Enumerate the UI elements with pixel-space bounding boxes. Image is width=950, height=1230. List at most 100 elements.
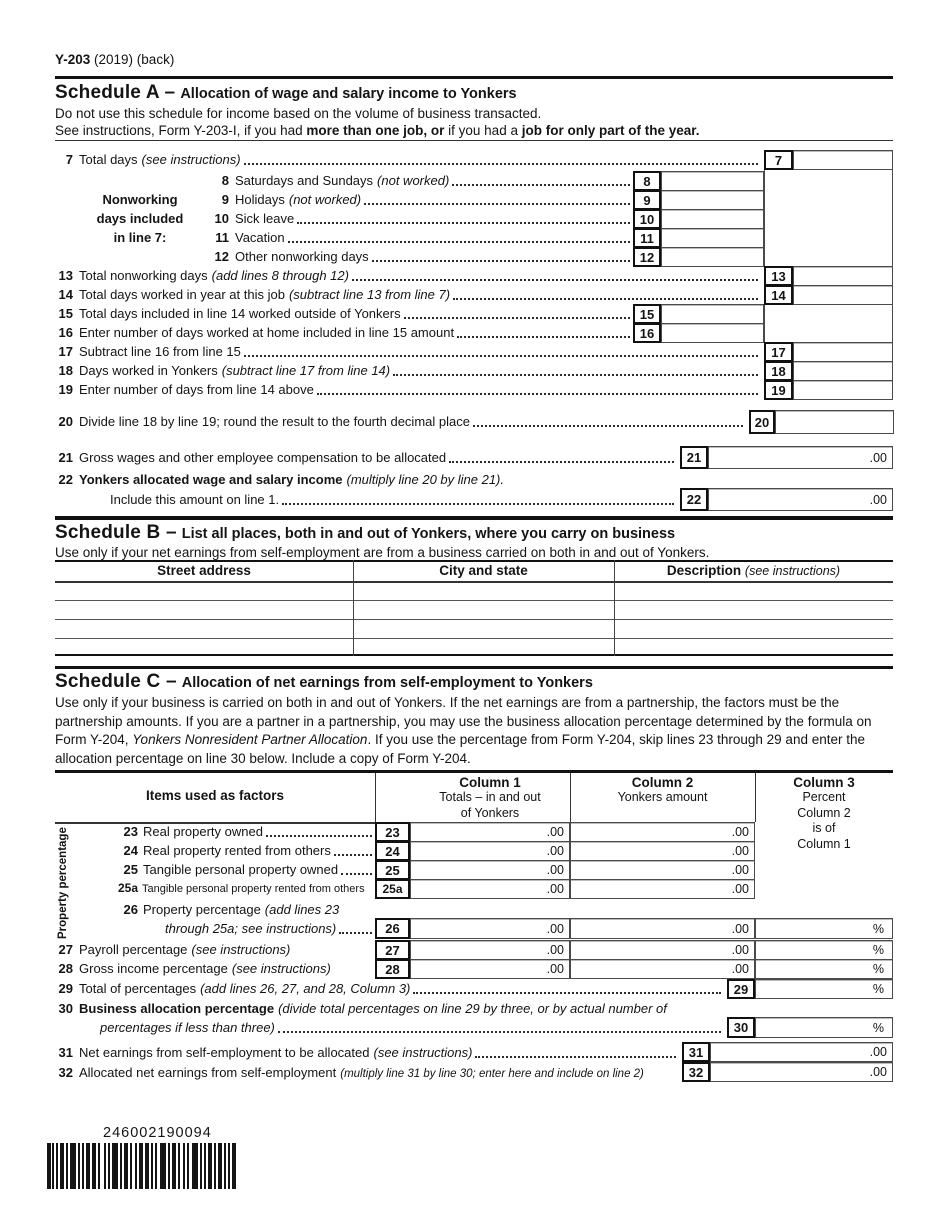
schedule-b-r1-description-cell[interactable] bbox=[614, 582, 893, 600]
line-9-note: (not worked) bbox=[288, 192, 362, 207]
dotted-leader bbox=[297, 222, 630, 224]
line-25a-col2-entry[interactable]: .00 bbox=[570, 879, 755, 899]
line-24-col1-entry[interactable]: .00 bbox=[410, 841, 570, 861]
line-27-row: 27 Payroll percentage (see instructions) bbox=[55, 940, 375, 959]
schedule-b-r3-description-cell[interactable] bbox=[614, 620, 893, 638]
schedule-b-r4-street-cell[interactable] bbox=[55, 639, 353, 654]
line-21-entry[interactable]: .00 bbox=[708, 446, 893, 469]
schedule-b-r1-city-cell[interactable] bbox=[353, 582, 614, 600]
line-28-number: 28 bbox=[58, 961, 73, 976]
line-32-entry[interactable]: .00 bbox=[710, 1062, 893, 1082]
line-30-col3-entry[interactable]: % bbox=[755, 1017, 893, 1038]
schedule-b-r3-street-cell[interactable] bbox=[55, 620, 353, 638]
dotted-leader bbox=[351, 279, 758, 281]
line-31-label: Net earnings from self-employment to be … bbox=[79, 1045, 370, 1060]
dotted-leader bbox=[287, 241, 630, 243]
line-26-col1-entry[interactable]: .00 bbox=[410, 918, 570, 939]
line-10-entry[interactable] bbox=[661, 209, 764, 229]
schedule-b-r2-street-cell[interactable] bbox=[55, 601, 353, 619]
column-3-sub4: Column 1 bbox=[797, 836, 851, 851]
line-26-col2-entry[interactable]: .00 bbox=[570, 918, 755, 939]
dotted-leader bbox=[393, 374, 758, 376]
line-13-numbox: 13 bbox=[764, 266, 793, 286]
line-12-entry[interactable] bbox=[661, 247, 764, 267]
schedule-b-r4-description-cell[interactable] bbox=[614, 639, 893, 654]
dotted-leader bbox=[243, 163, 758, 165]
line-7-row: 7 Total days (see instructions) bbox=[55, 150, 761, 169]
schedule-a-title-prefix: Schedule A – bbox=[55, 82, 176, 103]
line-14-numbox: 14 bbox=[764, 285, 793, 305]
line-19-label: Enter number of days from line 14 above bbox=[79, 382, 314, 397]
line-17-entry[interactable] bbox=[793, 342, 893, 362]
line-25a-numbox: 25a bbox=[375, 879, 410, 899]
line-23-col1-entry[interactable]: .00 bbox=[410, 822, 570, 842]
line-28-col2-entry[interactable]: .00 bbox=[570, 959, 755, 979]
schedule-b-r1-street-cell[interactable] bbox=[55, 582, 353, 600]
line-24-label: Real property rented from others bbox=[143, 843, 331, 858]
cents-suffix: .00 bbox=[731, 863, 749, 877]
line-8-row: 8 Saturdays and Sundays (not worked) bbox=[205, 171, 633, 190]
line-21-block: 21 Gross wages and other employee compen… bbox=[55, 446, 893, 469]
dotted-leader bbox=[449, 461, 674, 463]
dotted-leader bbox=[333, 854, 372, 856]
line-32-row: 32 Allocated net earnings from self-empl… bbox=[55, 1063, 679, 1082]
dotted-leader bbox=[472, 425, 743, 427]
line-29-col3-entry[interactable]: % bbox=[755, 979, 893, 999]
line-8-note: (not worked) bbox=[377, 173, 450, 188]
schedule-a-note2-seg3: if you had a bbox=[444, 123, 522, 138]
line-23-col2-entry[interactable]: .00 bbox=[570, 822, 755, 842]
cents-suffix: .00 bbox=[546, 921, 564, 936]
line-9-numbox: 9 bbox=[633, 190, 661, 210]
line-15-entry[interactable] bbox=[661, 304, 764, 324]
header-rule bbox=[55, 76, 893, 79]
line-9-entry[interactable] bbox=[661, 190, 764, 210]
line-12-numbox: 12 bbox=[633, 247, 661, 267]
line-9-label: Holidays bbox=[235, 192, 285, 207]
line-11-entry[interactable] bbox=[661, 228, 764, 248]
line-24-col2-entry[interactable]: .00 bbox=[570, 841, 755, 861]
line-31-entry[interactable]: .00 bbox=[710, 1042, 893, 1062]
line-20-entry[interactable] bbox=[775, 410, 894, 434]
line-27-col1-entry[interactable]: .00 bbox=[410, 940, 570, 960]
line-19-entry[interactable] bbox=[793, 380, 893, 400]
line-21-label: Gross wages and other employee compensat… bbox=[79, 450, 447, 465]
cents-suffix: .00 bbox=[546, 943, 564, 957]
line-18-row: 18 Days worked in Yonkers (subtract line… bbox=[55, 361, 761, 380]
schedule-b-r2-description-cell[interactable] bbox=[614, 601, 893, 619]
line-22-note: (multiply line 20 by line 21). bbox=[346, 472, 505, 487]
line-22-label2: Include this amount on line 1. bbox=[110, 492, 280, 507]
side-label-line1: Property bbox=[57, 891, 69, 939]
line-26-col3-entry[interactable]: % bbox=[755, 918, 893, 939]
line-25-col1-entry[interactable]: .00 bbox=[410, 860, 570, 880]
schedule-b-r3-city-cell[interactable] bbox=[353, 620, 614, 638]
line-14-entry[interactable] bbox=[793, 285, 893, 305]
schedule-b-r2-city-cell[interactable] bbox=[353, 601, 614, 619]
line-13-entry[interactable] bbox=[793, 266, 893, 286]
line-7-entry[interactable] bbox=[793, 150, 893, 170]
line-25-col2-entry[interactable]: .00 bbox=[570, 860, 755, 880]
line-28-col1-entry[interactable]: .00 bbox=[410, 959, 570, 979]
line-28-label: Gross income percentage bbox=[79, 961, 228, 976]
line-27-col3-entry[interactable]: % bbox=[755, 940, 893, 960]
line-8-entry[interactable] bbox=[661, 171, 764, 191]
cents-suffix: .00 bbox=[546, 882, 564, 896]
table-border bbox=[55, 600, 893, 601]
cents-suffix: .00 bbox=[869, 492, 887, 507]
line-27-col2-entry[interactable]: .00 bbox=[570, 940, 755, 960]
dotted-leader bbox=[316, 393, 758, 395]
description-label: Description bbox=[666, 563, 742, 578]
table-border bbox=[55, 638, 893, 639]
column-1-sub2: of Yonkers bbox=[460, 805, 520, 820]
line-14-number: 14 bbox=[58, 287, 73, 302]
line-28-col3-entry[interactable]: % bbox=[755, 959, 893, 979]
line-18-entry[interactable] bbox=[793, 361, 893, 381]
line-16-entry[interactable] bbox=[661, 323, 764, 343]
line-17-numbox: 17 bbox=[764, 342, 793, 362]
line-22-entry[interactable]: .00 bbox=[708, 488, 893, 511]
line-11-label: Vacation bbox=[235, 230, 285, 245]
line-25a-col1-entry[interactable]: .00 bbox=[410, 879, 570, 899]
schedule-c-table: Items used as factors Column 1 Totals – … bbox=[55, 770, 893, 1084]
schedule-b-r4-city-cell[interactable] bbox=[353, 639, 614, 654]
percent-suffix: % bbox=[872, 1020, 884, 1035]
line-22-number: 22 bbox=[58, 472, 73, 487]
